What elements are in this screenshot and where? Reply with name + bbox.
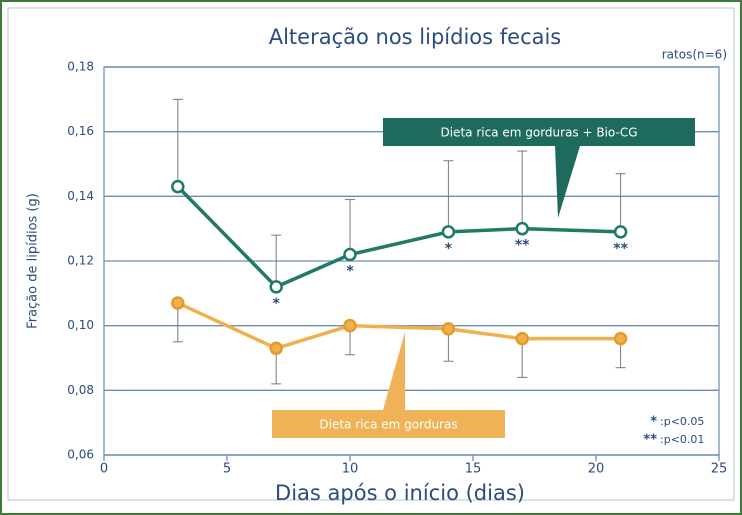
inner-frame — [7, 7, 735, 501]
y-tick-label: 0,18 — [67, 60, 94, 74]
error-bar — [345, 199, 355, 255]
error-bar — [172, 98, 183, 187]
data-point — [515, 221, 529, 236]
note-text: :p<0.01 — [660, 433, 704, 446]
error-bar — [271, 234, 282, 287]
data-point — [171, 179, 185, 194]
x-tick-label: 5 — [223, 462, 231, 477]
y-axis-label: Fração de lipídios (g) — [26, 193, 41, 329]
significance-mark: * — [445, 241, 453, 257]
y-tick-label: 0,14 — [67, 189, 94, 203]
data-point — [441, 225, 456, 239]
note-text: :p<0.05 — [660, 415, 704, 428]
x-axis-label: Dias após o início (dias) — [275, 481, 525, 505]
series-label-box — [272, 410, 505, 438]
significance-mark: ** — [613, 241, 628, 257]
data-point — [343, 318, 357, 333]
y-tick-label: 0,08 — [67, 383, 94, 397]
data-point — [613, 225, 628, 239]
callout-pointer — [383, 332, 405, 410]
chart-subtitle: ratos(n=6) — [662, 48, 727, 62]
data-point — [441, 322, 456, 336]
series-label-box — [383, 118, 695, 146]
error-bar — [517, 150, 528, 229]
x-tick-label: 15 — [465, 462, 482, 477]
data-point — [343, 247, 357, 262]
legend-label: Dieta rica em gorduras — [319, 418, 457, 432]
x-tick-label: 20 — [588, 462, 605, 477]
data-point — [613, 331, 628, 346]
significance-mark: ** — [515, 238, 530, 254]
y-tick-label: 0,10 — [67, 318, 94, 332]
note-symbol: * — [650, 415, 657, 430]
significance-mark: * — [346, 264, 354, 280]
y-tick-label: 0,12 — [67, 254, 94, 268]
x-tick-label: 10 — [342, 462, 359, 477]
x-tick-label: 0 — [100, 462, 108, 477]
note-symbol: ** — [643, 433, 657, 448]
callout-pointer — [555, 146, 580, 218]
data-point — [269, 341, 283, 356]
significance-mark: * — [273, 296, 281, 312]
y-tick-label: 0,16 — [67, 124, 94, 138]
y-tick-label: 0,06 — [67, 448, 94, 462]
chart-title: Alteração nos lipídios fecais — [269, 25, 562, 49]
error-bar — [443, 160, 454, 232]
legend-label: Dieta rica em gorduras + Bio-CG — [440, 126, 637, 140]
data-point — [269, 280, 283, 294]
data-point — [171, 296, 185, 310]
series-line — [176, 185, 621, 289]
x-tick-label: 25 — [711, 462, 728, 477]
error-bar — [615, 173, 626, 232]
series-line — [177, 301, 621, 351]
data-point — [515, 331, 529, 346]
